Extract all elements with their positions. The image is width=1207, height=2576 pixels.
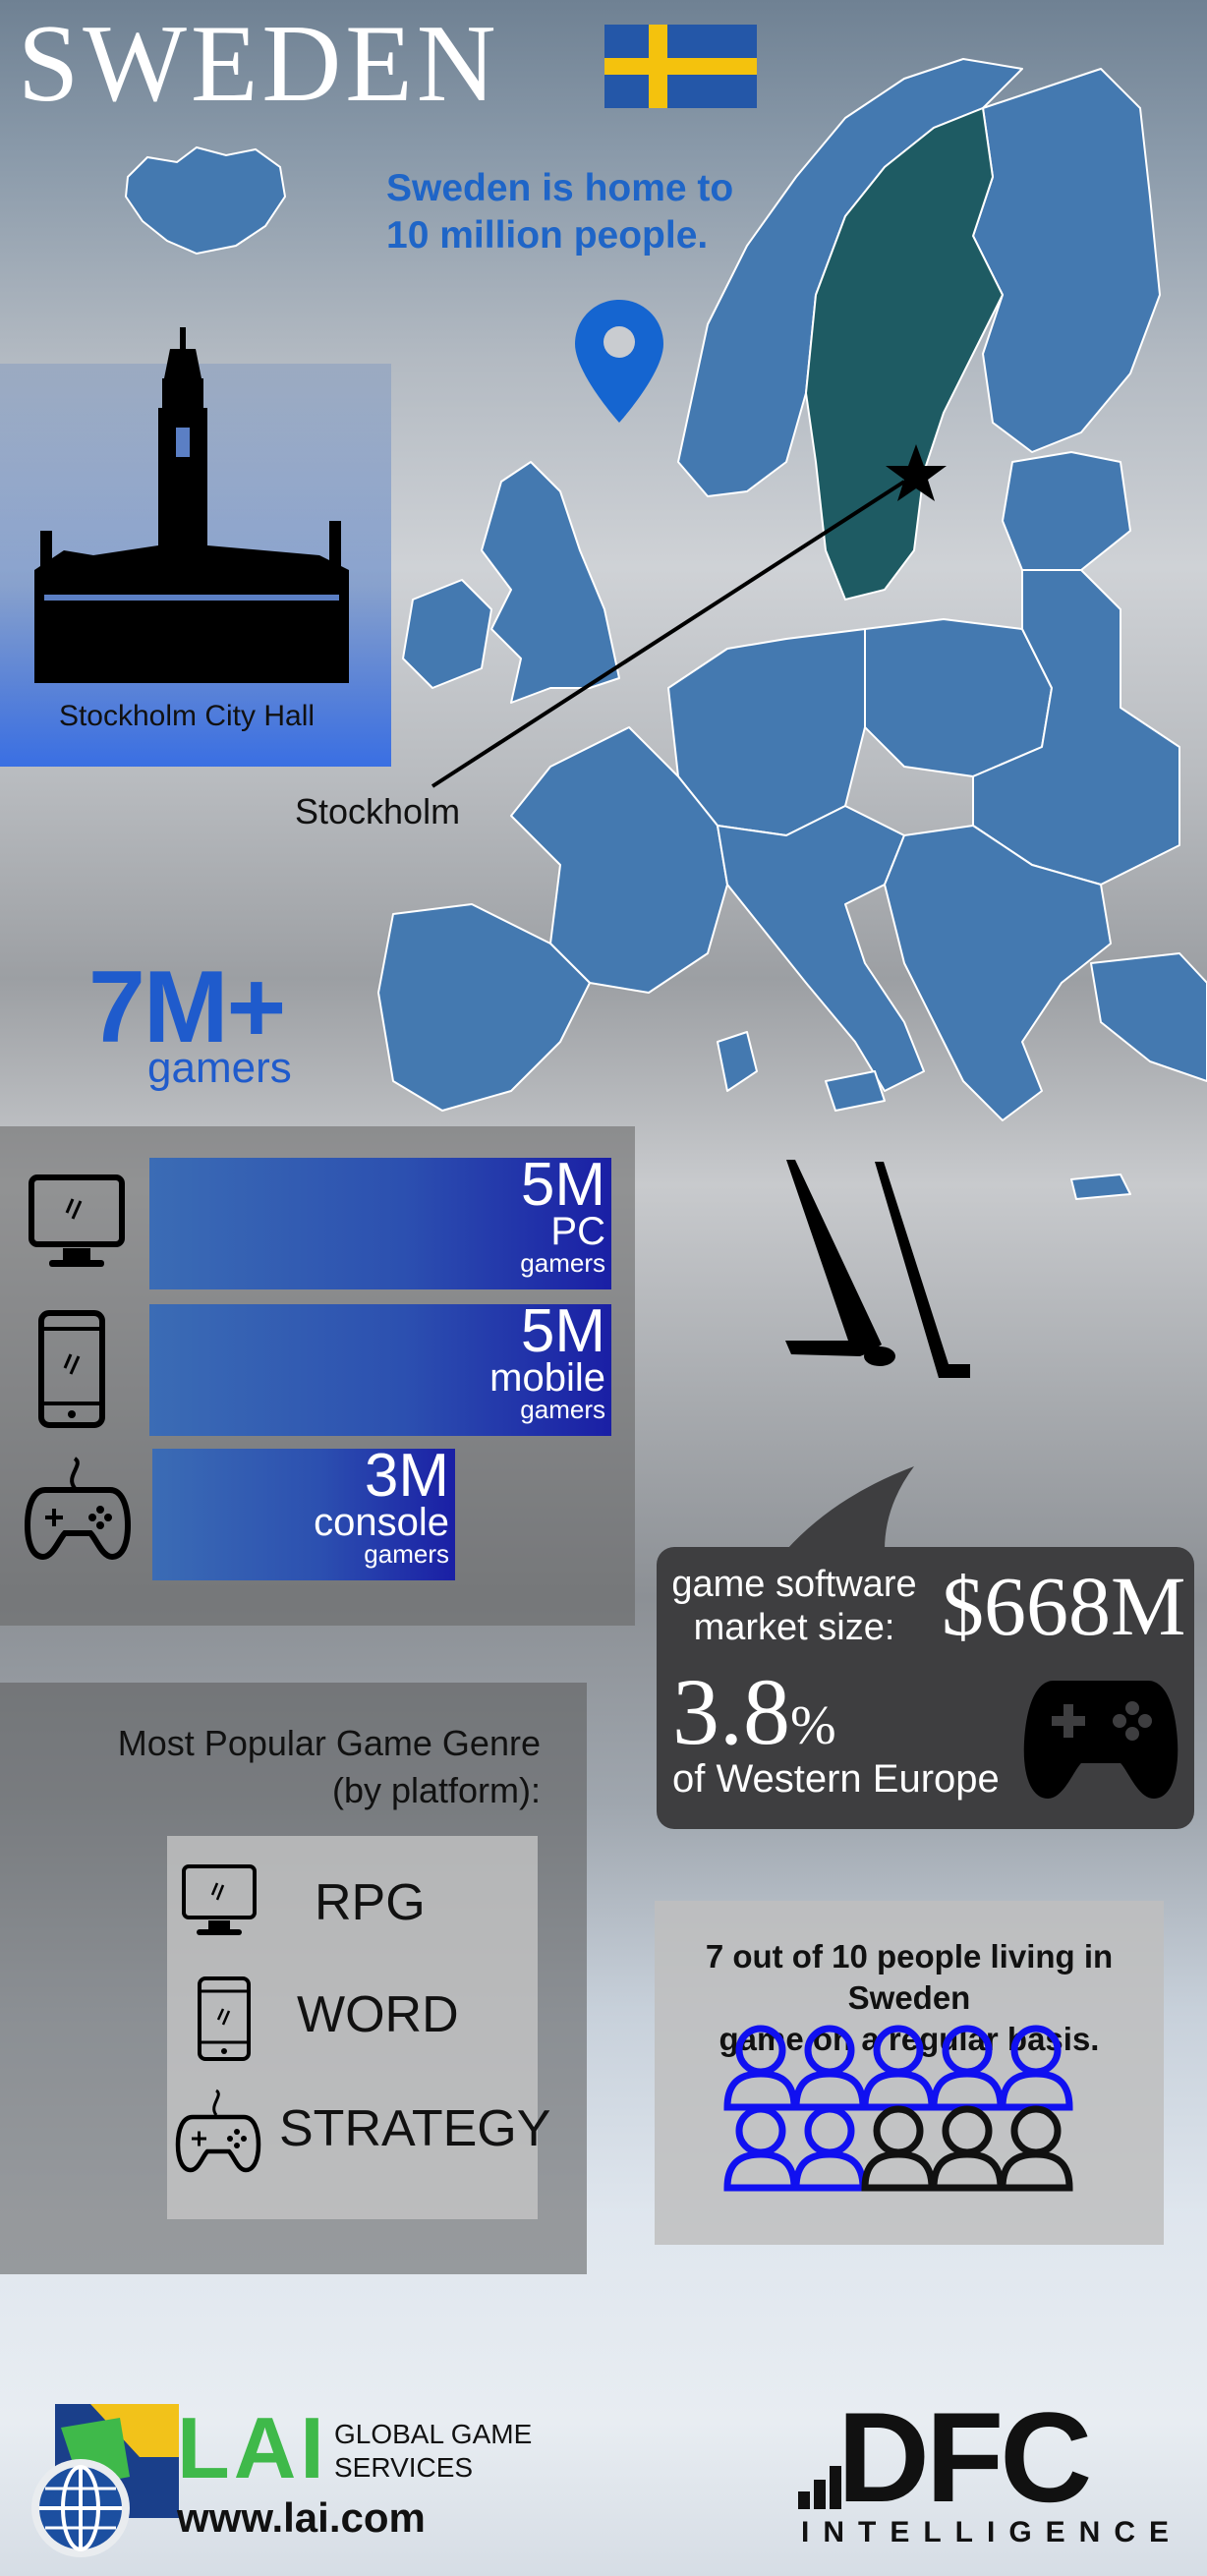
city-hall-icon <box>34 327 349 683</box>
console-gamers-bar: 3M console gamers <box>152 1442 455 1580</box>
market-label-line1: game software <box>671 1564 917 1605</box>
page-title: SWEDEN <box>18 3 500 125</box>
market-panel: game software market size: $668M 3.8% of… <box>657 1547 1194 1829</box>
market-share-value: 3.8 <box>672 1659 790 1764</box>
market-label: game software market size: <box>666 1563 922 1649</box>
person-icon <box>792 2105 867 2192</box>
speech-bubble-tail <box>786 1466 914 1550</box>
genres-panel: Most Popular Game Genre (by platform): R… <box>0 1683 587 2274</box>
mobile-gamers-bar: 5M mobile gamers <box>149 1297 611 1436</box>
europe-map <box>377 58 1207 1200</box>
people-title-line1: 7 out of 10 people living in Sweden <box>705 1938 1114 2016</box>
lai-subtitle: GLOBAL GAME SERVICES <box>334 2418 532 2485</box>
console-gamers-value: 3M <box>364 1442 449 1510</box>
sweden-flag-icon <box>604 25 757 108</box>
lai-subtitle-line2: SERVICES <box>334 2452 474 2483</box>
population-line1: Sweden is home to <box>386 167 734 209</box>
stockholm-label: Stockholm <box>295 791 461 831</box>
person-icon <box>930 2025 1005 2111</box>
gamepad-icon <box>1023 1681 1178 1799</box>
genres-title: Most Popular Game Genre (by platform): <box>39 1720 541 1814</box>
monitor-icon <box>29 1174 125 1267</box>
gamers-label: gamers <box>147 1044 292 1092</box>
people-grid <box>723 2025 1073 2192</box>
market-label-line2: market size: <box>693 1607 895 1648</box>
lai-logo-icon <box>31 2404 179 2557</box>
console-platform-label: console <box>314 1501 449 1544</box>
person-icon <box>723 2025 798 2111</box>
gamepad-icon <box>24 1457 132 1561</box>
market-share: 3.8% <box>672 1663 836 1775</box>
population-text: Sweden is home to 10 million people. <box>386 165 799 259</box>
genres-list: RPG WORD STRATEGY <box>167 1836 550 2219</box>
genres-title-line1: Most Popular Game Genre <box>117 1723 541 1763</box>
platforms-panel: 5M PC gamers 5M mobile gamers 3M console… <box>0 1126 635 1626</box>
lai-url[interactable]: www.lai.com <box>177 2494 426 2541</box>
pc-gamers-value: 5M <box>520 1151 605 1219</box>
pc-genre: RPG <box>315 1874 426 1931</box>
city-hall-label: Stockholm City Hall <box>58 700 316 732</box>
mobile-gamers-value: 5M <box>520 1297 605 1365</box>
gamepad-icon <box>175 2089 261 2173</box>
person-icon <box>999 2105 1073 2192</box>
person-icon <box>999 2025 1073 2111</box>
dfc-logo-text: DFC <box>837 2385 1092 2529</box>
pc-unit-label: gamers <box>520 1248 605 1278</box>
lai-subtitle-line1: GLOBAL GAME <box>334 2419 533 2449</box>
mobile-genre: WORD <box>297 1986 459 2043</box>
market-share-unit: % <box>790 1695 836 1756</box>
population-line2: 10 million people. <box>386 214 709 257</box>
dfc-bars-icon <box>798 2466 841 2509</box>
people-panel: 7 out of 10 people living in Sweden game… <box>655 1901 1164 2245</box>
person-icon <box>930 2105 1005 2192</box>
market-size-value: $668M <box>942 1559 1186 1653</box>
person-icon <box>792 2025 867 2111</box>
location-pin-icon <box>575 300 663 423</box>
mobile-unit-label: gamers <box>520 1395 605 1424</box>
phone-icon <box>198 1976 251 2061</box>
console-unit-label: gamers <box>364 1539 449 1569</box>
dfc-subtitle: INTELLIGENCE <box>801 2516 1183 2548</box>
lai-logo-text: LAI <box>177 2399 328 2496</box>
mobile-platform-label: mobile <box>489 1356 605 1400</box>
monitor-icon <box>182 1864 257 1935</box>
pc-gamers-bar: 5M PC gamers <box>149 1151 611 1289</box>
person-icon <box>861 2025 936 2111</box>
market-share-label: of Western Europe <box>672 1757 1000 1801</box>
person-icon <box>861 2105 936 2192</box>
pc-platform-label: PC <box>550 1210 605 1253</box>
iceland-map-shape <box>124 145 287 256</box>
phone-icon <box>38 1310 105 1428</box>
console-genre: STRATEGY <box>279 2100 551 2157</box>
person-icon <box>723 2105 798 2192</box>
gamers-total: 7M+ <box>88 950 286 1064</box>
genres-title-line2: (by platform): <box>331 1770 541 1810</box>
hockey-sticks-icon <box>785 1160 970 1378</box>
